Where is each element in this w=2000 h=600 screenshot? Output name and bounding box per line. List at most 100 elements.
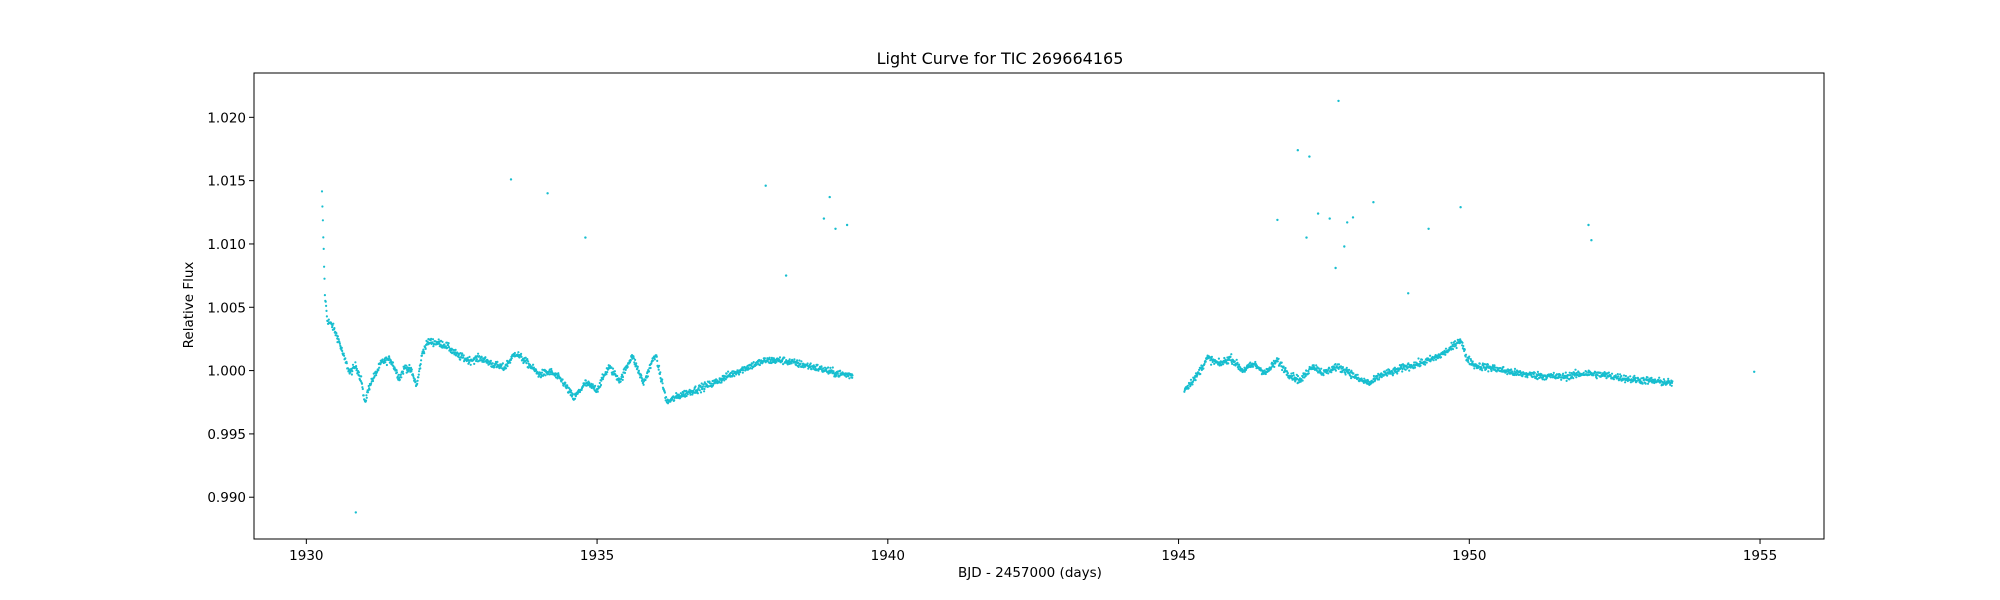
data-point — [1551, 373, 1555, 377]
data-point — [322, 247, 325, 250]
data-point — [1202, 367, 1205, 370]
data-point — [437, 338, 440, 341]
data-point — [797, 361, 800, 364]
data-point — [661, 382, 664, 385]
data-point — [1273, 365, 1276, 368]
data-point — [1292, 371, 1295, 375]
data-point — [501, 362, 504, 365]
data-point — [1439, 356, 1443, 359]
data-point — [1481, 369, 1484, 372]
data-point — [1229, 355, 1232, 358]
y-tick-label: 0.990 — [207, 490, 246, 506]
data-point — [598, 381, 601, 385]
data-point — [1469, 358, 1472, 361]
data-point — [1634, 376, 1637, 380]
data-point — [1397, 369, 1400, 372]
data-point — [398, 378, 401, 381]
data-point — [642, 381, 645, 384]
x-tick-label: 1935 — [580, 548, 614, 564]
data-point — [355, 367, 358, 370]
data-point — [413, 378, 416, 381]
data-point — [491, 362, 494, 365]
data-point — [1667, 377, 1670, 380]
data-point — [1513, 367, 1517, 370]
data-point — [1337, 363, 1341, 366]
data-point — [351, 363, 355, 366]
data-point — [368, 388, 371, 391]
data-point — [1640, 377, 1643, 380]
data-point — [364, 399, 368, 402]
data-point — [325, 309, 328, 312]
data-point — [839, 369, 842, 372]
data-point — [758, 363, 762, 367]
data-point — [417, 373, 420, 376]
data-point — [810, 368, 813, 371]
data-point — [513, 351, 517, 355]
data-point — [1562, 372, 1565, 375]
y-tick-label: 1.010 — [207, 237, 246, 253]
data-point — [720, 379, 724, 382]
data-point-outlier — [1753, 370, 1756, 373]
data-point — [621, 375, 625, 379]
data-point — [1401, 370, 1404, 373]
data-point — [550, 367, 553, 371]
data-point — [573, 397, 577, 400]
x-tick-label: 1930 — [289, 548, 323, 564]
data-point — [345, 362, 348, 365]
data-point — [1541, 378, 1544, 381]
data-point-outlier — [834, 227, 837, 230]
data-point — [1233, 360, 1236, 363]
data-point — [323, 277, 326, 280]
data-point — [562, 384, 565, 387]
data-point — [640, 379, 644, 382]
data-point — [1468, 355, 1471, 358]
data-point — [370, 382, 373, 385]
data-point — [401, 370, 404, 373]
data-point — [619, 380, 622, 383]
data-point — [1243, 366, 1246, 369]
data-point-outlier — [1334, 266, 1337, 270]
data-point — [1432, 359, 1435, 362]
data-point-outlier — [822, 217, 826, 220]
data-point — [1307, 370, 1310, 373]
data-point — [331, 324, 334, 327]
data-point — [723, 379, 726, 382]
data-point — [366, 391, 370, 394]
data-point — [1249, 361, 1252, 364]
data-point — [1281, 368, 1284, 372]
data-point — [1425, 361, 1428, 364]
x-axis: 1930 1935 1940 1945 1950 1955 — [289, 539, 1777, 564]
data-point — [1594, 371, 1597, 374]
data-point — [1658, 376, 1661, 379]
data-point-outlier — [1305, 236, 1308, 239]
data-point — [1622, 374, 1626, 377]
data-point — [527, 360, 530, 363]
data-point — [1199, 372, 1202, 376]
data-point — [468, 361, 471, 364]
data-point — [324, 300, 327, 303]
data-point — [644, 378, 647, 382]
data-point-outlier — [1346, 221, 1349, 224]
data-point — [796, 359, 799, 362]
data-point — [1332, 368, 1335, 371]
data-point — [616, 374, 619, 378]
data-point — [506, 365, 509, 368]
data-point — [1357, 376, 1360, 379]
data-point — [384, 361, 387, 364]
data-point — [1401, 363, 1405, 366]
data-point — [673, 399, 676, 402]
data-point — [416, 382, 419, 385]
data-point — [1585, 370, 1588, 373]
data-point — [482, 360, 485, 363]
data-point — [1251, 365, 1255, 368]
data-point — [424, 347, 427, 350]
data-point — [700, 382, 703, 385]
data-point — [831, 366, 834, 369]
data-point — [658, 364, 661, 367]
data-point — [1330, 371, 1333, 374]
data-point — [1264, 372, 1267, 376]
data-point — [1356, 373, 1359, 376]
data-point — [682, 391, 685, 394]
data-point — [1650, 376, 1653, 379]
data-point — [696, 392, 700, 395]
